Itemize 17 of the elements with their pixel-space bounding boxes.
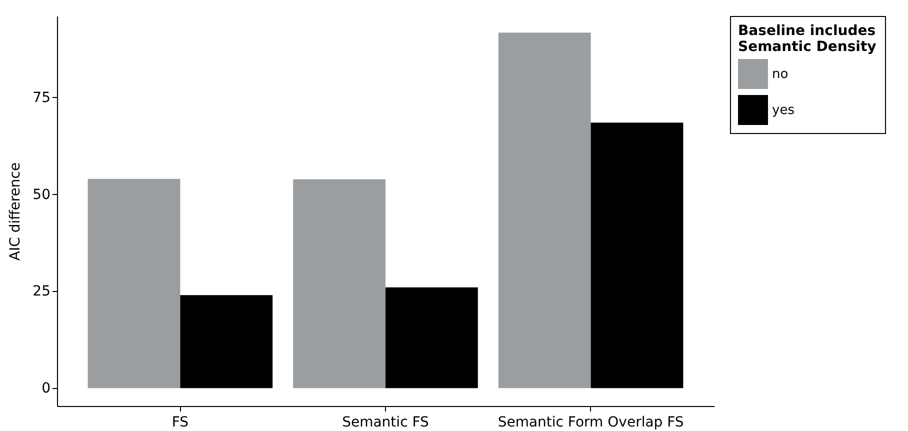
bar [88, 178, 180, 388]
x-tick-label: FS [172, 414, 189, 430]
y-tick-label: 25 [32, 284, 50, 300]
x-tick-label: Semantic Form Overlap FS [498, 414, 684, 430]
y-axis-title: AIC difference [8, 162, 24, 261]
bar [386, 287, 478, 388]
legend-label: yes [772, 103, 795, 118]
legend-title: Baseline includes Semantic Density [738, 23, 876, 55]
bar [180, 295, 273, 388]
legend-label: no [772, 67, 788, 82]
x-tick-label: Semantic FS [342, 414, 430, 430]
y-tick-label: 50 [32, 186, 50, 203]
bar [590, 122, 684, 388]
y-tick-label: 75 [32, 90, 50, 106]
bar [293, 179, 386, 388]
y-tick-label: 0 [42, 380, 50, 397]
bar [498, 32, 591, 388]
